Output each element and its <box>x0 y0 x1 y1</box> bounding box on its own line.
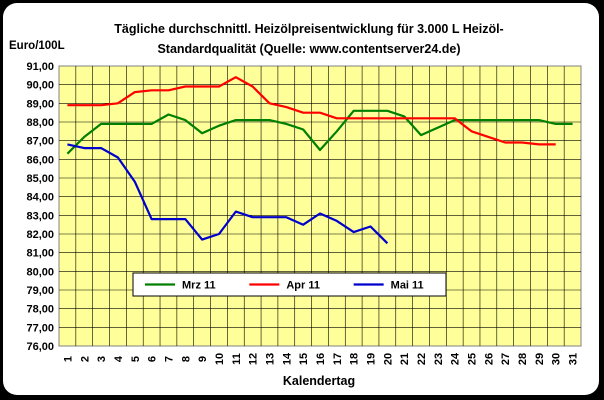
x-tick-label: 15 <box>298 353 310 365</box>
legend: Mrz 11 Apr 11 Mai 11 <box>132 272 447 297</box>
legend-box <box>132 272 447 297</box>
y-tick-label: 81,00 <box>26 248 54 260</box>
x-tick-label: 29 <box>534 353 546 365</box>
y-tick-label: 84,00 <box>26 192 54 204</box>
chart-title-line2: Standardqualität (Quelle: www.contentser… <box>157 42 460 56</box>
x-tick-label: 8 <box>180 356 192 362</box>
x-tick-label: 25 <box>467 353 479 365</box>
x-tick-label: 6 <box>147 356 159 362</box>
x-tick-label: 20 <box>382 353 394 365</box>
series-lines <box>66 76 573 245</box>
y-tick-label: 76,00 <box>26 341 54 353</box>
chart-title-line1: Tägliche durchschnittl. Heizölpreisentwi… <box>114 22 503 36</box>
x-axis-label: Kalendertag <box>283 374 355 388</box>
series-line-apr-11 <box>67 76 556 146</box>
y-tick-label: 90,00 <box>26 80 54 92</box>
x-tick-label: 27 <box>500 353 512 365</box>
y-tick-label: 85,00 <box>26 173 54 185</box>
x-tick-label: 12 <box>248 353 260 365</box>
y-tick-label: 86,00 <box>26 154 54 166</box>
x-tick-label: 18 <box>349 353 361 365</box>
line-chart: Tägliche durchschnittl. Heizölpreisentwi… <box>9 22 582 388</box>
x-tick-label: 23 <box>433 353 445 365</box>
y-tick-label: 83,00 <box>26 210 54 222</box>
legend-label: Apr 11 <box>286 280 320 292</box>
x-tick-label: 3 <box>96 356 108 362</box>
y-axis-ticks: 91,00 90,00 89,00 88,00 87,00 86,00 85,00 84,00… <box>26 61 54 353</box>
x-tick-label: 9 <box>197 356 209 362</box>
x-tick-label: 31 <box>568 353 580 365</box>
y-tick-label: 89,00 <box>26 98 54 110</box>
x-tick-label: 11 <box>231 353 243 365</box>
x-tick-label: 10 <box>214 353 226 365</box>
y-tick-label: 79,00 <box>26 285 54 297</box>
x-tick-label: 22 <box>416 353 428 365</box>
y-tick-label: 78,00 <box>26 304 54 316</box>
y-tick-label: 88,00 <box>26 117 54 129</box>
series-line-mrz-11 <box>66 109 573 155</box>
chart-frame: Tägliche durchschnittl. Heizölpreisentwi… <box>3 3 599 395</box>
legend-label: Mrz 11 <box>182 280 216 292</box>
y-tick-label: 77,00 <box>26 322 54 334</box>
x-tick-label: 7 <box>163 356 175 362</box>
x-tick-label: 30 <box>551 353 563 365</box>
series-line-mai-11 <box>67 143 389 245</box>
x-tick-label: 5 <box>130 356 142 362</box>
x-tick-label: 28 <box>517 353 529 365</box>
legend-label: Mai 11 <box>391 280 424 292</box>
x-tick-label: 19 <box>366 353 378 365</box>
x-tick-label: 24 <box>450 352 462 365</box>
plot-area <box>58 65 582 347</box>
x-tick-label: 13 <box>264 353 276 365</box>
y-tick-label: 80,00 <box>26 266 54 278</box>
x-axis-ticks: 1 2 3 4 5 6 7 8 9 10 11 12 13 14 15 16 17 18 19 20 21 22 23 24 2… <box>62 352 579 365</box>
x-tick-label: 17 <box>332 353 344 365</box>
y-tick-label: 91,00 <box>26 61 54 73</box>
x-tick-label: 4 <box>113 355 125 362</box>
x-tick-label: 2 <box>79 356 91 362</box>
x-tick-label: 21 <box>399 353 411 365</box>
x-tick-label: 16 <box>315 353 327 365</box>
y-tick-label: 87,00 <box>26 136 54 148</box>
x-tick-label: 26 <box>483 353 495 365</box>
x-tick-label: 1 <box>62 356 74 362</box>
x-tick-label: 14 <box>281 352 293 365</box>
y-tick-label: 82,00 <box>26 229 54 241</box>
y-axis-label: Euro/100L <box>9 40 65 52</box>
